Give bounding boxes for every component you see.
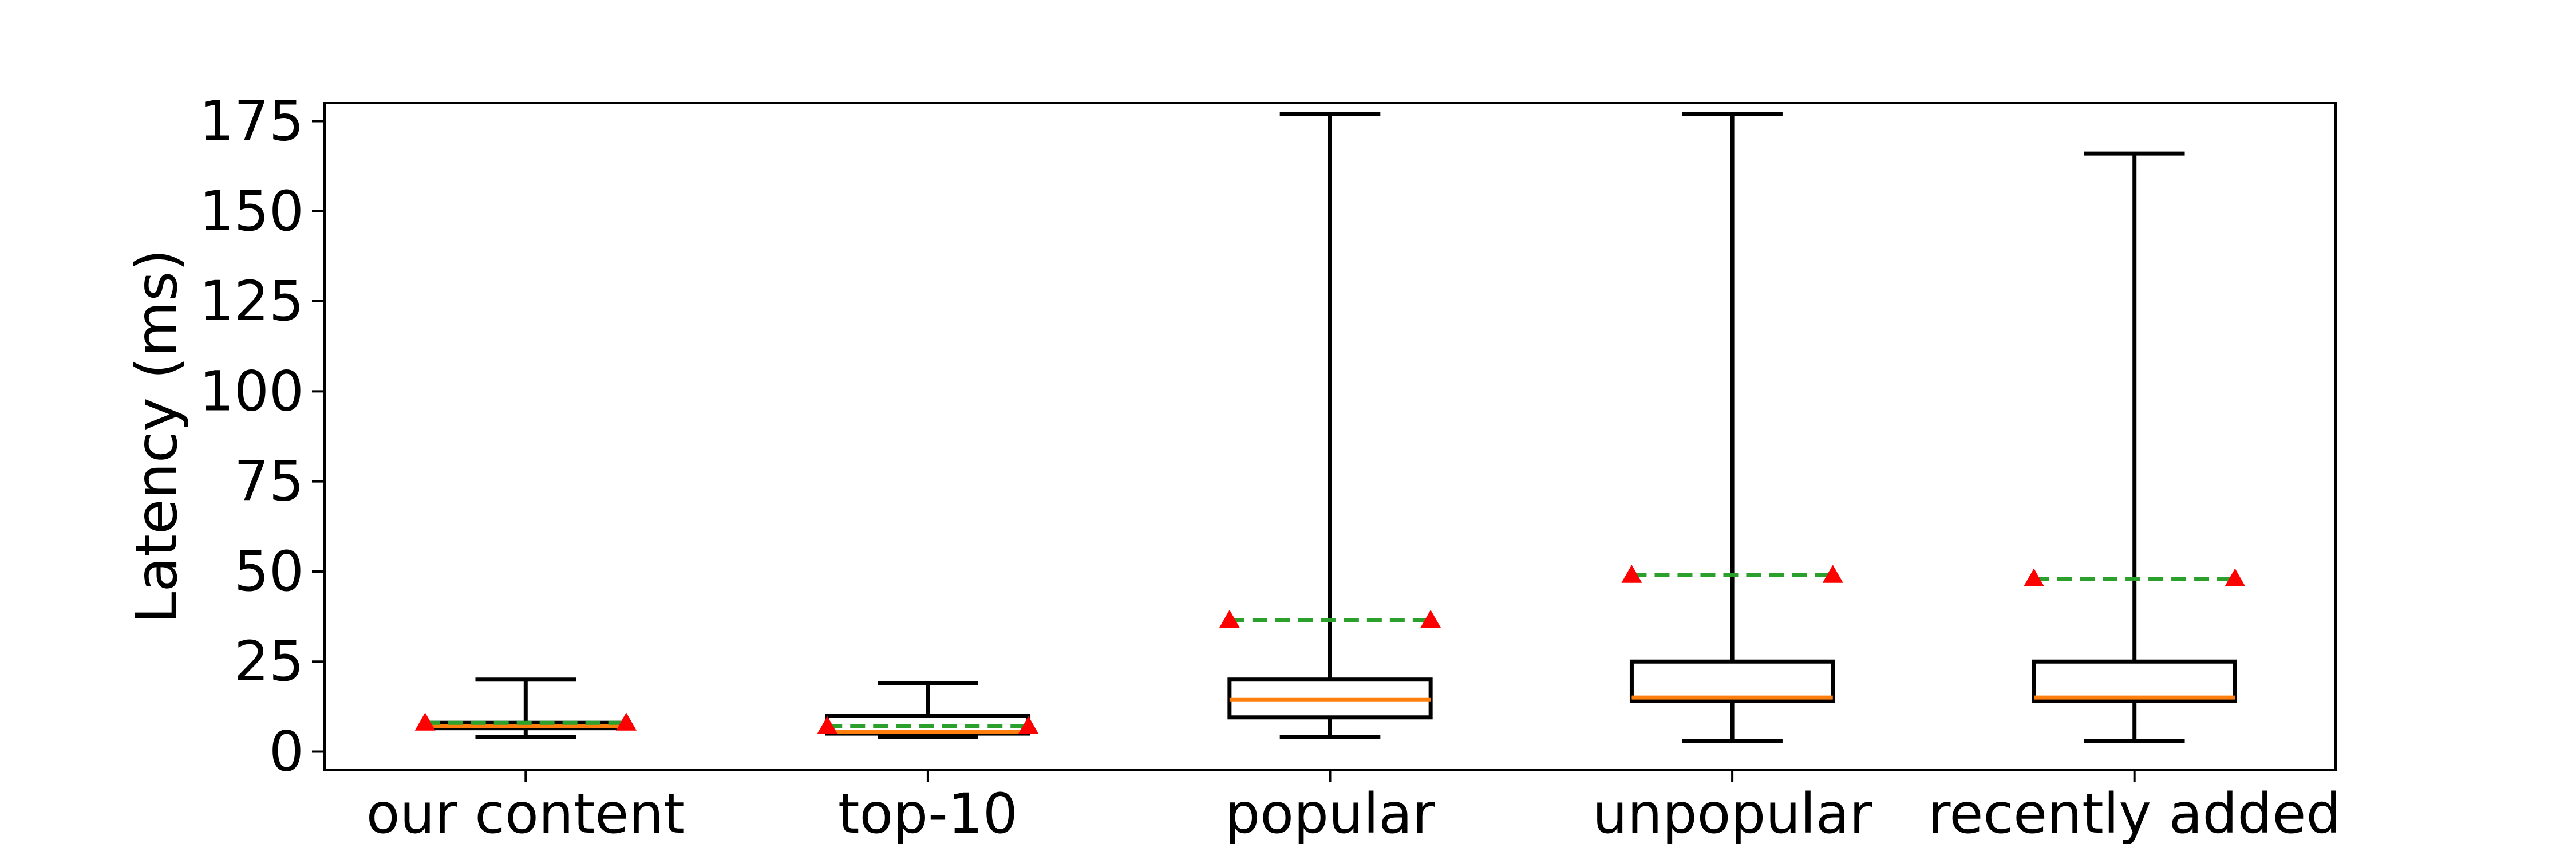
mean-marker-left [1621,565,1642,583]
iqr-box [2032,659,2237,703]
x-tick-label: our content [366,782,685,846]
mean-marker-right [615,712,637,731]
x-tick-label: top-10 [838,782,1018,846]
y-tick-label: 175 [199,89,304,153]
box-4 [2024,151,2246,743]
box-3 [1621,112,1843,743]
mean-marker-right [2225,568,2246,587]
mean-marker-left [1219,609,1240,628]
y-tick-label: 75 [234,450,304,514]
y-axis-ticks: 0 25 50 75 100 125 150 175 [199,89,325,784]
mean-marker-right [1018,716,1039,734]
box-2 [1219,112,1441,739]
y-tick-label: 125 [199,269,304,333]
mean-marker-right [1822,565,1843,583]
box-0 [414,677,637,739]
mean-marker-right [1420,609,1441,628]
x-tick-label: unpopular [1593,782,1872,846]
x-tick-label: popular [1225,782,1435,846]
iqr-box [1629,659,1835,703]
y-tick-label: 100 [199,359,304,423]
box-series [414,112,2246,743]
mean-marker-left [2024,568,2045,587]
mean-marker-left [817,716,838,734]
mean-marker-left [414,712,436,731]
y-tick-label: 50 [234,539,304,604]
y-tick-label: 25 [234,629,304,693]
y-axis-label: Latency (ms) [123,249,190,624]
x-tick-label: recently added [1928,782,2341,846]
box-1 [817,681,1039,739]
y-tick-label: 0 [269,720,304,784]
x-axis-ticks: our content top-10 popular unpopular recentl… [366,770,2341,846]
y-tick-label: 150 [199,179,304,243]
